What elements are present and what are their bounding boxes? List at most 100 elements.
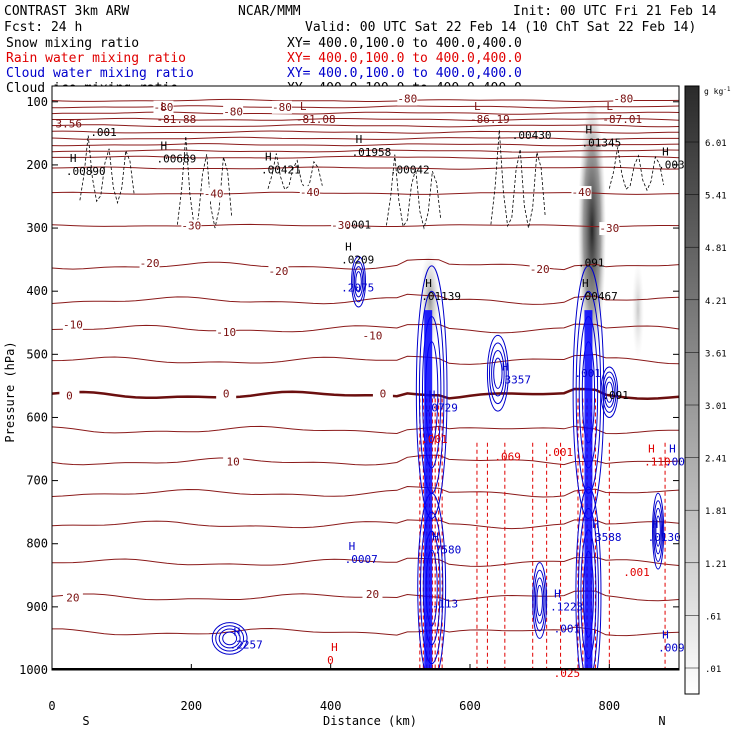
cloud-contour-7-0 [211, 622, 248, 655]
extremum-symbol-9: H [356, 133, 363, 146]
temp-label-3: -80 [613, 93, 633, 106]
legend-xy-snow: XY= 400.0,100.0 to 400.0,400.0 [287, 36, 522, 51]
cloud-contour-4-1 [489, 342, 507, 405]
temp-label-bg-7 [571, 186, 592, 200]
cloud-contour-8-3 [536, 584, 543, 617]
extremum-value-10: .00042 [390, 164, 430, 177]
extremum-value-0: 3.56 [55, 118, 82, 131]
extremum-value-4: -87.01 [602, 113, 642, 126]
extremum-symbol-30: H [652, 518, 659, 531]
temp-label-bg-22 [362, 588, 383, 602]
cloud-water-contours [211, 255, 665, 670]
extremum-symbol-4: L [606, 100, 613, 113]
extremum-value-23: .091 [602, 389, 629, 402]
extremum-symbol-6: H [161, 139, 168, 152]
temp-label-bg-19 [372, 387, 393, 401]
cloud-contour-6-0 [652, 492, 665, 570]
extremum-value-39: 0 [327, 654, 334, 667]
extremum-value-22: .001 [575, 367, 602, 380]
temp-label-4: -80 [223, 105, 243, 118]
cloud-contour-6-1 [653, 500, 664, 562]
cloud-contour-9-3 [605, 381, 614, 403]
colorbar-level-1: 5.41 [705, 192, 727, 202]
extremum-symbol-34: H [554, 588, 561, 601]
y-tick-label-900: 900 [26, 600, 48, 614]
legend-label-snow: Snow mixing ratio [6, 36, 139, 51]
extremum-value-38: .0096 [658, 642, 691, 655]
isotherm-10 [52, 166, 679, 170]
ice-contour-0 [79, 135, 135, 205]
y-tick-label-1000: 1000 [19, 663, 48, 677]
cloud-contour-7-1 [215, 625, 245, 652]
colorbar-level-6: 2.41 [705, 455, 727, 465]
ice-contour-1 [177, 136, 233, 229]
cloud-contour-6-2 [654, 507, 662, 555]
y-tick-label-400: 400 [26, 284, 48, 298]
cloud-contour-4-3 [493, 357, 503, 389]
temperature-labels: -80 -80 -80 -80 -80 -40 -40 -40 -30 -30 -30 -20 -20 -… [59, 92, 634, 605]
extremum-value-12: .01345 [581, 137, 621, 150]
organization: NCAR/MMM [238, 4, 301, 19]
x-tick-label-600: 600 [459, 699, 481, 713]
cloud-contour-6-3 [655, 515, 661, 547]
y-tick-label-700: 700 [26, 474, 48, 488]
extremum-symbol-20: H [502, 360, 509, 373]
cloud-ice-contours [79, 130, 665, 230]
extremum-symbol-15: H [345, 240, 352, 253]
isotherm-20 [52, 485, 679, 498]
extremum-symbol-12: H [585, 124, 592, 137]
temp-label-21: 20 [66, 591, 79, 604]
temp-label-bg-13 [529, 263, 550, 277]
temp-label-11: -20 [140, 257, 160, 270]
colorbar-level-9: .61 [705, 612, 721, 622]
temp-label-9: -30 [331, 219, 351, 232]
isotherm-19 [52, 454, 679, 466]
x-tick-label-0: 0 [48, 699, 55, 713]
isotherm-3 [52, 117, 679, 122]
x-tick-label-800: 800 [598, 699, 620, 713]
temp-label-bg-4 [223, 105, 244, 119]
cloud-contour-4-0 [486, 334, 509, 412]
temp-label-bg-15 [216, 326, 237, 340]
isotherm-5 [52, 130, 679, 134]
extremum-symbol-39: H [331, 641, 338, 654]
extremum-symbol-32: H [349, 540, 356, 553]
extremum-symbol-7: H [70, 152, 77, 165]
temp-label-bg-1 [271, 100, 292, 114]
temp-label-bg-10 [599, 222, 620, 236]
ice-contour-2 [267, 153, 323, 192]
extremum-value-11: .00430 [512, 129, 552, 142]
legend-label-cloudwater: Cloud water mixing ratio [6, 66, 194, 81]
y-tick-label-100: 100 [26, 95, 48, 109]
x-end-label-south: S [82, 714, 89, 728]
temp-label-14: -10 [63, 319, 83, 332]
extremum-value-24: .001 [421, 433, 448, 446]
temp-label-bg-14 [62, 318, 83, 332]
colorbar-level-8: 1.21 [705, 560, 727, 570]
colorbar-ticks: 6.01 5.41 4.81 4.21 3.61 3.01 2.41 1.81 1.21 .61.… [685, 139, 727, 675]
isotherm-6 [52, 136, 679, 141]
extremum-symbol-2: L [300, 100, 307, 113]
colorbar-unit: g kg-1 [704, 86, 731, 96]
extremum-value-25: .069 [494, 450, 520, 463]
isotherm-15 [52, 323, 679, 334]
temp-label-1: -80 [272, 101, 292, 114]
extremum-symbol-37: H [234, 625, 241, 638]
x-tick-label-400: 400 [320, 699, 342, 713]
forecast-hour: Fcst: 24 h [4, 20, 82, 35]
temp-label-bg-16 [362, 329, 383, 343]
extremum-symbol-3: L [474, 100, 481, 113]
cloud-contour-5-2 [353, 266, 364, 298]
temp-label-bg-17 [59, 389, 80, 403]
extremum-symbol-31: H [432, 531, 439, 544]
extremum-value-18: .091 [578, 256, 605, 269]
legend-xy-rain: XY= 400.0,100.0 to 400.0,400.0 [287, 51, 522, 66]
isotherm-9 [52, 155, 679, 160]
colorbar-level-3: 4.21 [705, 297, 727, 307]
isotherm-14 [52, 293, 679, 305]
temp-label-bg-18 [216, 387, 237, 401]
cloud-core-1 [584, 310, 593, 670]
isotherm-17 [52, 387, 679, 401]
extremum-value-9: .01958 [352, 146, 392, 159]
